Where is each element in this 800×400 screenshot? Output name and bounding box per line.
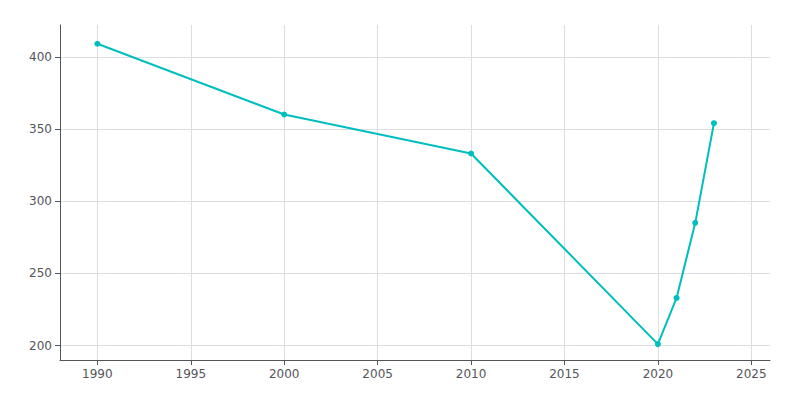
svg-text:300: 300 <box>29 194 52 208</box>
svg-text:1990: 1990 <box>82 367 113 381</box>
svg-text:1995: 1995 <box>176 367 207 381</box>
svg-text:2020: 2020 <box>643 367 674 381</box>
svg-text:2010: 2010 <box>456 367 487 381</box>
svg-text:200: 200 <box>29 339 52 353</box>
svg-text:350: 350 <box>29 122 52 136</box>
svg-text:2005: 2005 <box>362 367 393 381</box>
svg-text:2025: 2025 <box>736 367 767 381</box>
svg-text:400: 400 <box>29 50 52 64</box>
svg-text:2015: 2015 <box>549 367 580 381</box>
svg-text:2000: 2000 <box>269 367 300 381</box>
svg-text:250: 250 <box>29 266 52 280</box>
